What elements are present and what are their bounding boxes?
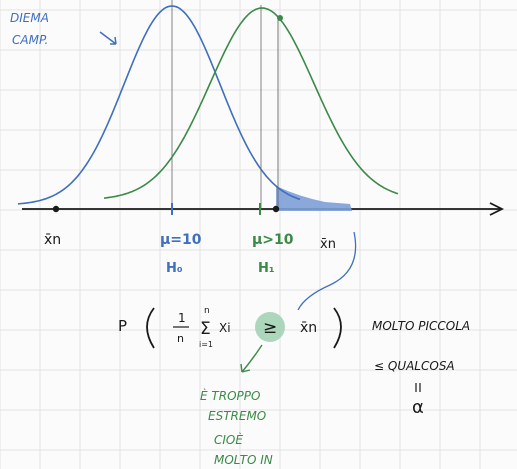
green-pointer — [240, 344, 263, 373]
rejection-region — [276, 186, 352, 211]
xbar-top-point — [277, 15, 283, 21]
right-paren — [333, 307, 342, 349]
left-paren — [146, 307, 155, 349]
xi-term: Xi — [219, 321, 231, 335]
mu0-label: μ=10 — [160, 232, 202, 248]
geq-symbol: ≥ — [263, 318, 277, 338]
frac-denominator: n — [177, 332, 184, 345]
xbar-left-point — [52, 205, 60, 213]
pointer-arrow — [99, 31, 117, 45]
alpha-symbol: α — [412, 397, 424, 418]
frac-numerator: 1 — [178, 311, 186, 325]
h0-distribution-curve — [17, 5, 301, 205]
green-note-4: MOLTO IN — [214, 453, 273, 467]
h1-label: H₁ — [258, 261, 275, 276]
alpha-equals-mark — [415, 383, 421, 392]
note-molto-piccola: MOLTO PICCOLA — [372, 319, 470, 333]
formula-xbar: x̄n — [300, 320, 317, 336]
prob-symbol: P — [118, 317, 127, 335]
xbar-left-label: x̄n — [44, 232, 61, 248]
green-note-2: ESTREMO — [208, 409, 266, 423]
green-note-1: È TROPPO — [200, 388, 260, 403]
connector-arrow — [297, 231, 357, 311]
h1-distribution-curve — [103, 7, 399, 199]
h0-label: H₀ — [166, 261, 183, 276]
distribution-title-1: DIEMA — [10, 11, 49, 25]
highlight-geq — [255, 312, 285, 342]
distribution-title-2: CAMP. — [12, 33, 48, 47]
mu1-label: μ>10 — [252, 232, 294, 248]
note-qualcosa: ≤ QUALCOSA — [374, 359, 455, 373]
sum-symbol: Σ — [200, 319, 211, 339]
xbar-right-point — [272, 205, 280, 213]
sum-top: n — [204, 306, 210, 316]
green-note-3: CIOÈ — [214, 432, 243, 447]
xbar-right-label: x̄n — [320, 237, 336, 252]
axis-arrowhead — [489, 202, 505, 216]
sum-bottom: i=1 — [199, 340, 213, 349]
